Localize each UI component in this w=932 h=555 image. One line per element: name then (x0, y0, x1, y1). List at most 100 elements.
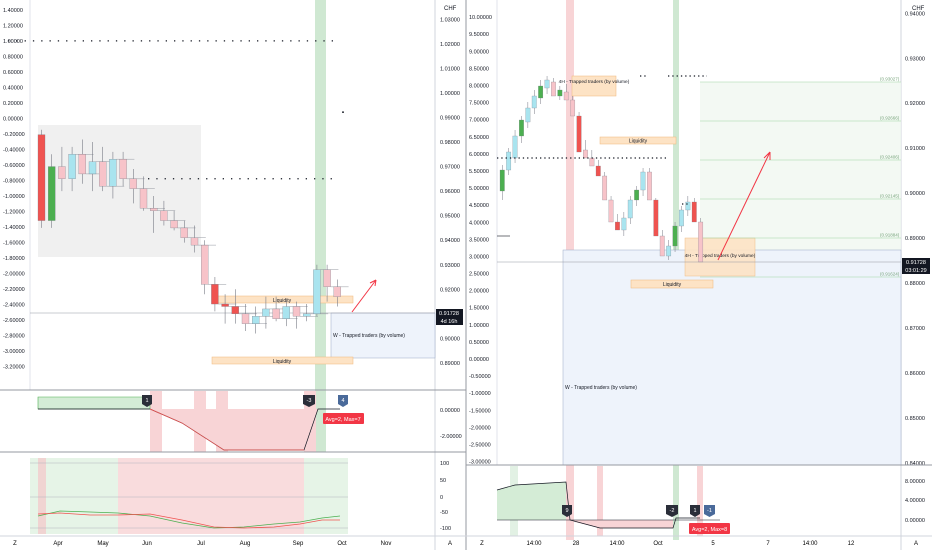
candle-body (282, 306, 290, 319)
fib-level-label: (0.91624) (880, 272, 900, 277)
marker-badge (303, 395, 315, 407)
osc-line-negative (149, 408, 304, 451)
candle-body (221, 303, 229, 307)
x-tick-label: 7 (766, 541, 770, 547)
x-tick-label: Nov (381, 541, 392, 547)
marker-text: -2 (670, 508, 675, 514)
zoom-toggle[interactable]: Z (480, 541, 484, 547)
projection-arrowhead (369, 279, 377, 287)
fib-levels: (0.93027) (0.92666) (0.92406) (0.92145) (0.9… (700, 77, 901, 278)
candle-body (634, 189, 640, 201)
candle-body (78, 154, 86, 175)
right-main-pane: W - Trapped traders (by volume) 4H - Tra… (469, 0, 930, 550)
x-tick-label: 14:00 (609, 541, 625, 547)
osc-tick: -2.00000 (440, 434, 462, 440)
rsi-tick: -100 (440, 526, 451, 532)
candle-body (506, 151, 512, 171)
left-main-pane: W - Trapped traders (by volume) Liquidit… (3, 0, 463, 550)
candle-body (252, 316, 260, 324)
projection-arrow (351, 279, 377, 313)
candle-body (272, 308, 280, 319)
price-tick-label: 0.96000 (440, 189, 460, 195)
marker-text: 1 (693, 508, 696, 514)
y-tick-label: -1.40000 (3, 225, 25, 231)
left-x-axis: Z Apr May Jun Jul Aug Sep Oct Nov A (0, 535, 466, 547)
marker-text: 9 (565, 508, 568, 514)
red-band (150, 391, 162, 452)
right-currency-label: CHF (912, 6, 925, 12)
candle-body (563, 91, 569, 101)
candle-body (129, 178, 137, 189)
liquidity-box (630, 279, 714, 289)
auto-scale-toggle[interactable]: A (914, 541, 918, 547)
right-price-tag-text: 0.91728 (906, 260, 926, 266)
zoom-toggle[interactable]: Z (13, 541, 17, 547)
auto-scale-toggle[interactable]: A (448, 541, 452, 547)
price-tick-label: 0.98000 (440, 140, 460, 146)
right-y-axis-right: 0.94000 0.93000 0.92000 0.91000 0.90000 0.890… (905, 11, 925, 466)
price-tick-label: 1.03000 (440, 17, 460, 23)
candle-body (119, 159, 127, 179)
y-tick-label: -0.20000 (3, 132, 25, 138)
candle-body (647, 171, 652, 201)
price-tick-label: 0.85000 (905, 416, 925, 422)
candle-body (160, 210, 168, 221)
green-band (315, 0, 326, 452)
avg-badge (323, 413, 364, 424)
candle-body (576, 115, 582, 153)
y-tick-label: 4.00000 (469, 220, 489, 226)
candle-body (602, 175, 608, 201)
candle-body (531, 95, 537, 109)
y-tick-label: 9.50000 (469, 32, 489, 38)
y-tick-label: -2.50000 (469, 442, 491, 448)
price-tick-label: 1.01000 (440, 66, 460, 72)
osc-positive-area (37, 396, 151, 410)
left-price-tag-text: 0.91728 (439, 311, 459, 317)
candle-body (150, 208, 158, 211)
y-tick-label: 8.00000 (469, 84, 489, 90)
y-tick-label: 6.50000 (469, 135, 489, 141)
fib-level-label: (0.93027) (880, 77, 900, 82)
marker-badge (690, 505, 700, 517)
candle-body (519, 119, 524, 137)
left-timer-tag (436, 317, 463, 325)
left-rsi-pane: 100 50 0 -50 -100 (0, 451, 466, 534)
candle-body (698, 221, 704, 263)
y-tick-label: -0.60000 (3, 163, 25, 169)
y-tick-label: 4.50000 (469, 203, 489, 209)
trapped-4h-label: 4H - Trapped traders (by volume) (559, 79, 630, 85)
x-tick-label: Aug (240, 541, 251, 547)
y-tick-label: -0.50000 (469, 374, 491, 380)
candle-body (691, 201, 697, 223)
y-tick-label: 2.50000 (469, 272, 489, 278)
y-tick-label: -1.20000 (3, 209, 25, 215)
osc-negative-area (150, 409, 318, 450)
x-tick-label: May (97, 541, 108, 547)
x-tick-label: 28 (573, 541, 580, 547)
left-price-tag (436, 309, 463, 317)
marker-text: 4 (341, 398, 344, 404)
y-tick-label: 0.00000 (469, 357, 489, 363)
y-tick-label: -1.00000 (3, 194, 25, 200)
price-tick-label: 0.90000 (905, 191, 925, 197)
candle-body (139, 188, 148, 209)
osc-tick: 8.00000 (905, 479, 925, 485)
right-candles (499, 76, 704, 263)
candle-body (262, 308, 270, 317)
price-tick-label: 0.94000 (905, 11, 925, 17)
osc-tick: 4.00000 (905, 498, 925, 504)
y-tick-label: -3.20000 (3, 364, 25, 370)
y-tick-label: 2.00000 (469, 289, 489, 295)
osc-line (496, 481, 700, 529)
candle-body (68, 154, 76, 179)
y-tick-label: -1.60000 (3, 240, 25, 246)
price-tick-label: 0.92000 (440, 287, 460, 293)
candle-body (653, 199, 659, 237)
left-oscillator-pane: 1 -3 4 Avg=2, Max=7 0.00000 -2.00000 (0, 389, 466, 452)
x-tick-label: Jun (142, 541, 152, 547)
marker-text: -3 (307, 398, 312, 404)
price-tick-label: 0.90000 (440, 336, 460, 342)
x-tick-label: Apr (53, 541, 62, 547)
